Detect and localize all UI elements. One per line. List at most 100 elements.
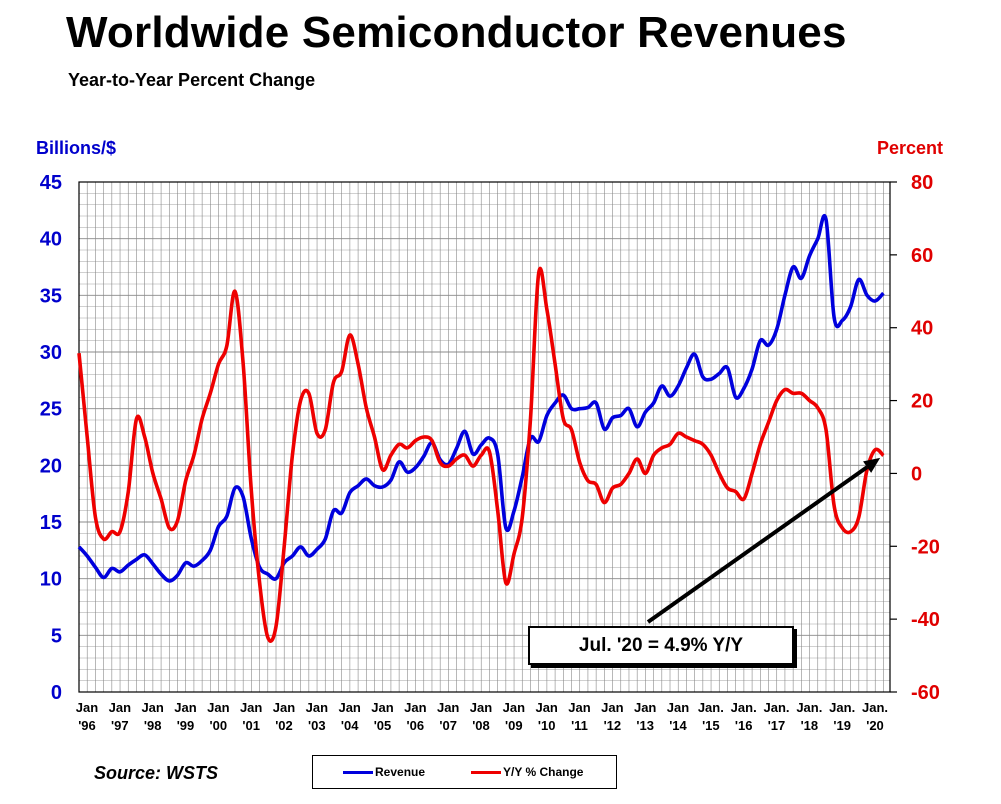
x-tick-label-year: '18 [801,718,819,733]
x-tick-label: Jan. '19 [829,700,855,733]
x-tick-label-year: '10 [538,718,556,733]
x-tick-label-year: '06 [407,718,425,733]
axis-ticks: 0 5 10 15 20 25 30 35 40 45 -60 -40 -20 0 20 40 60 80 Jan '… [40,172,940,733]
x-tick-label-month: Jan [109,700,131,715]
x-tick-label-month: Jan [207,700,229,715]
x-tick-label: Jan '03 [306,700,328,733]
right-tick-label: -40 [911,609,940,631]
x-tick-label-month: Jan [535,700,557,715]
right-tick-label: 80 [911,172,933,194]
x-tick-label-year: '01 [242,718,260,733]
x-tick-label-year: '09 [505,718,523,733]
left-tick-label: 20 [40,455,62,477]
x-tick-label-year: '97 [111,718,129,733]
right-tick-label: 20 [911,391,933,413]
x-tick-label: Jan '12 [601,700,623,733]
left-tick-label: 25 [40,399,62,421]
x-tick-label-month: Jan. [764,700,790,715]
x-tick-label-month: Jan. [731,700,757,715]
callout-arrowhead [863,457,881,473]
right-axis-title: Percent [876,138,943,158]
x-tick-label-month: Jan [437,700,459,715]
x-tick-label: Jan. '17 [764,700,790,733]
series-line-yoy [77,266,885,643]
x-tick-label-year: '98 [144,718,162,733]
x-tick-label: Jan '14 [667,700,689,733]
x-tick-label-month: Jan. [862,700,888,715]
left-tick-label: 5 [51,625,62,647]
x-tick-label-year: '04 [341,718,359,733]
left-tick-label: 40 [40,229,62,251]
x-tick-label: Jan '06 [404,700,426,733]
x-tick-label-month: Jan [568,700,590,715]
x-tick-label-month: Jan [273,700,295,715]
x-tick-label-month: Jan. [796,700,822,715]
x-tick-label: Jan '08 [470,700,492,733]
x-tick-label-month: Jan [240,700,262,715]
series-line-revenue [77,214,885,583]
x-tick-label-year: '16 [735,718,753,733]
x-tick-label-month: Jan. [698,700,724,715]
x-tick-label-year: '02 [275,718,293,733]
x-tick-label-month: Jan [667,700,689,715]
legend-label-yoy: Y/Y % Change [503,765,584,779]
left-tick-label: 10 [40,569,62,591]
x-tick-label-year: '19 [833,718,851,733]
x-tick-label-year: '17 [768,718,786,733]
left-tick-label: 35 [40,285,62,307]
callout-arrow [646,465,869,624]
x-tick-label-year: '20 [866,718,884,733]
left-tick-label: 30 [40,342,62,364]
x-tick-label-year: '15 [702,718,720,733]
x-tick-label-month: Jan [141,700,163,715]
source-label: Source: WSTS [94,763,219,783]
x-tick-label: Jan '01 [240,700,262,733]
x-tick-label: Jan '11 [568,700,590,733]
legend-swatch-yoy [471,771,501,775]
x-tick-label-year: '11 [571,718,588,733]
x-tick-label-year: '07 [439,718,457,733]
legend-item-yoy: Y/Y % Change [471,765,583,779]
x-tick-label-year: '99 [177,718,195,733]
x-tick-label-month: Jan [174,700,196,715]
x-tick-label-month: Jan [404,700,426,715]
x-tick-label: Jan '10 [535,700,557,733]
legend: Revenue Y/Y % Change [312,755,617,789]
chart-title: Worldwide Semiconductor Revenues [66,8,847,57]
x-tick-label: Jan '05 [371,700,393,733]
right-tick-label: 60 [911,245,933,267]
x-tick-label-month: Jan [470,700,492,715]
left-tick-label: 15 [40,512,62,534]
chart-subtitle: Year-to-Year Percent Change [68,70,316,90]
left-tick-label: 45 [40,172,62,194]
x-tick-label: Jan '96 [76,700,98,733]
x-tick-label-year: '05 [374,718,392,733]
x-tick-label-month: Jan [634,700,656,715]
x-tick-label-month: Jan. [829,700,855,715]
x-tick-label: Jan. '16 [731,700,757,733]
x-tick-label-month: Jan [338,700,360,715]
x-tick-label: Jan '07 [437,700,459,733]
x-tick-label-year: '14 [669,718,687,733]
x-tick-label-month: Jan [503,700,525,715]
legend-swatch-revenue [343,771,373,775]
x-tick-label: Jan '97 [109,700,131,733]
x-tick-label-year: '08 [472,718,490,733]
x-tick-label: Jan '02 [273,700,295,733]
callout-annotation: Jul. '20 = 4.9% Y/Y [528,626,794,665]
x-tick-label-month: Jan [371,700,393,715]
x-tick-label: Jan '09 [503,700,525,733]
x-tick-label: Jan '98 [141,700,163,733]
legend-label-revenue: Revenue [375,765,426,779]
right-tick-label: -20 [911,536,940,558]
right-tick-label: 40 [911,318,933,340]
left-axis-title: Billions/$ [36,138,117,158]
x-tick-label-year: '03 [308,718,326,733]
x-tick-label-year: '00 [210,718,228,733]
x-tick-label-month: Jan [76,700,98,715]
plot-frame [78,181,891,693]
x-tick-label: Jan '13 [634,700,656,733]
grid [78,181,890,693]
x-tick-label: Jan. '15 [698,700,724,733]
